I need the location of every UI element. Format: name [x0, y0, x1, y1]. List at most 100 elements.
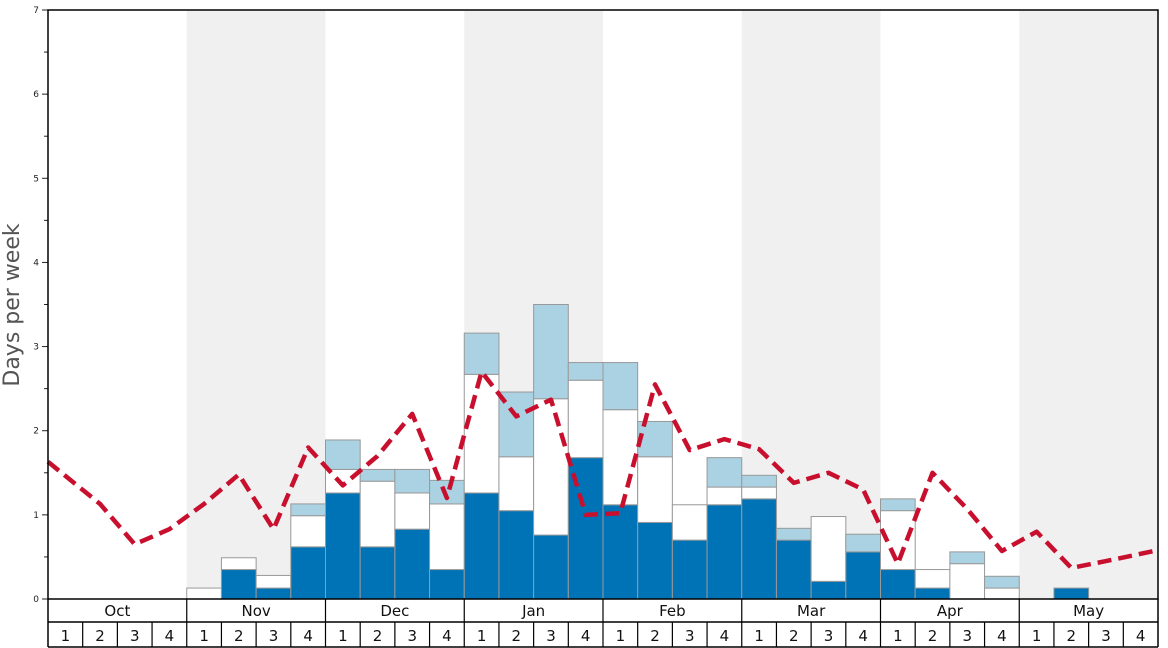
- week-label: 1: [477, 627, 487, 645]
- week-label: 2: [512, 627, 522, 645]
- bar-segment-dark: [1053, 587, 1090, 600]
- week-label: 1: [754, 627, 764, 645]
- week-label: 3: [962, 627, 972, 645]
- month-label-feb: Feb: [659, 602, 686, 620]
- bar-segment-dark: [741, 498, 777, 600]
- bar-segment-white: [914, 569, 951, 589]
- month-label-apr: Apr: [937, 602, 964, 620]
- bar-segment-white: [463, 373, 500, 494]
- bar-segment-light: [880, 498, 916, 512]
- week-label: 3: [130, 627, 140, 645]
- week-label: 3: [407, 627, 417, 645]
- bar-segment-light: [741, 474, 777, 488]
- bar-segment-dark: [637, 521, 673, 600]
- average-line-path: [46, 369, 1155, 571]
- average-line: [46, 369, 1155, 571]
- bar-segment-white: [220, 557, 257, 571]
- bar-segment-white: [810, 516, 847, 582]
- x-axis: Oct 1 2 3 4 Nov 1 2 3 4 Dec 1 2 3 4 Jan 1 2 3 4 Feb 1 2 3 4 Mar 1 2…: [47, 599, 1159, 648]
- bar-segment-dark: [325, 492, 361, 600]
- bar-segment-white: [984, 587, 1020, 600]
- bar-segment-white: [255, 574, 292, 589]
- bar-segment-white: [290, 515, 326, 548]
- week-label: 2: [95, 627, 105, 645]
- bar-segment-white: [533, 398, 569, 536]
- bar-segment-dark: [706, 504, 743, 600]
- month-label-mar: Mar: [797, 602, 826, 620]
- bar-segment-white: [498, 456, 535, 512]
- month-label-oct: Oct: [104, 602, 130, 620]
- bar-segment-dark: [290, 546, 326, 600]
- bar-segment-light: [775, 527, 812, 541]
- bar-segment-light: [567, 362, 604, 381]
- bar-segment-white: [637, 456, 673, 523]
- week-label: 3: [269, 627, 279, 645]
- month-label-jan: Jan: [521, 602, 545, 620]
- y-tick-label: 6: [33, 90, 39, 100]
- week-label: 2: [234, 627, 244, 645]
- bar-segment-white: [671, 504, 708, 541]
- week-label: 1: [1032, 627, 1042, 645]
- bar-segment-light: [602, 362, 639, 411]
- week-label: 4: [720, 627, 730, 645]
- bar-segment-dark: [602, 504, 639, 600]
- week-label: 3: [546, 627, 556, 645]
- week-label: 3: [1101, 627, 1111, 645]
- week-label: 2: [373, 627, 383, 645]
- stacked-bars: [186, 304, 1090, 600]
- y-tick-label: 7: [33, 6, 39, 16]
- y-tick-label: 3: [33, 343, 39, 353]
- shade-band-may: [1019, 10, 1158, 599]
- month-label-may: May: [1073, 602, 1104, 620]
- bar-segment-white: [706, 486, 743, 506]
- bar-segment-dark: [775, 539, 812, 600]
- bar-segment-dark: [914, 587, 951, 600]
- month-label-nov: Nov: [241, 602, 270, 620]
- week-label: 1: [338, 627, 348, 645]
- bar-segment-dark: [394, 528, 431, 600]
- bar-segment-dark: [671, 539, 708, 600]
- bar-segment-dark: [810, 580, 847, 600]
- bar-segment-dark: [845, 551, 881, 600]
- bar-segment-dark: [220, 569, 257, 600]
- bar-segment-dark: [429, 569, 465, 600]
- week-label: 4: [1136, 627, 1146, 645]
- bar-segment-dark: [255, 587, 292, 600]
- week-label: 4: [858, 627, 868, 645]
- bar-segment-light: [845, 533, 881, 553]
- week-label: 2: [789, 627, 799, 645]
- week-label: 2: [928, 627, 938, 645]
- bar-segment-light: [533, 304, 569, 400]
- plot-frame: [47, 9, 1159, 600]
- week-label: 2: [1067, 627, 1077, 645]
- week-label: 4: [165, 627, 175, 645]
- week-label: 3: [685, 627, 695, 645]
- bar-segment-white: [567, 379, 604, 459]
- bar-segment-dark: [359, 546, 396, 600]
- y-tick-label: 4: [33, 258, 39, 268]
- bar-segment-light: [706, 457, 743, 488]
- bar-segment-light: [394, 468, 431, 494]
- bar-segment-white: [359, 480, 396, 548]
- bar-segment-light: [463, 332, 500, 375]
- y-tick-label: 0: [33, 595, 39, 605]
- y-tick-label: 5: [33, 174, 39, 184]
- week-label: 1: [616, 627, 626, 645]
- week-label: 4: [303, 627, 313, 645]
- y-axis: 0 1 2 3 4 5 6 7: [33, 6, 48, 605]
- month-label-dec: Dec: [380, 602, 409, 620]
- bar-segment-dark: [880, 569, 916, 600]
- bar-segment-light: [984, 575, 1020, 589]
- week-label: 4: [442, 627, 452, 645]
- bar-segment-white: [741, 486, 777, 500]
- bar-segment-light: [359, 468, 396, 482]
- week-label: 3: [824, 627, 834, 645]
- y-tick-label: 2: [33, 427, 39, 437]
- bar-segment-white: [429, 503, 465, 571]
- bar-segment-light: [949, 551, 986, 565]
- bar-segment-light: [325, 439, 361, 470]
- bar-segment-light: [637, 420, 673, 458]
- week-label: 1: [199, 627, 209, 645]
- bar-segment-dark: [463, 492, 500, 600]
